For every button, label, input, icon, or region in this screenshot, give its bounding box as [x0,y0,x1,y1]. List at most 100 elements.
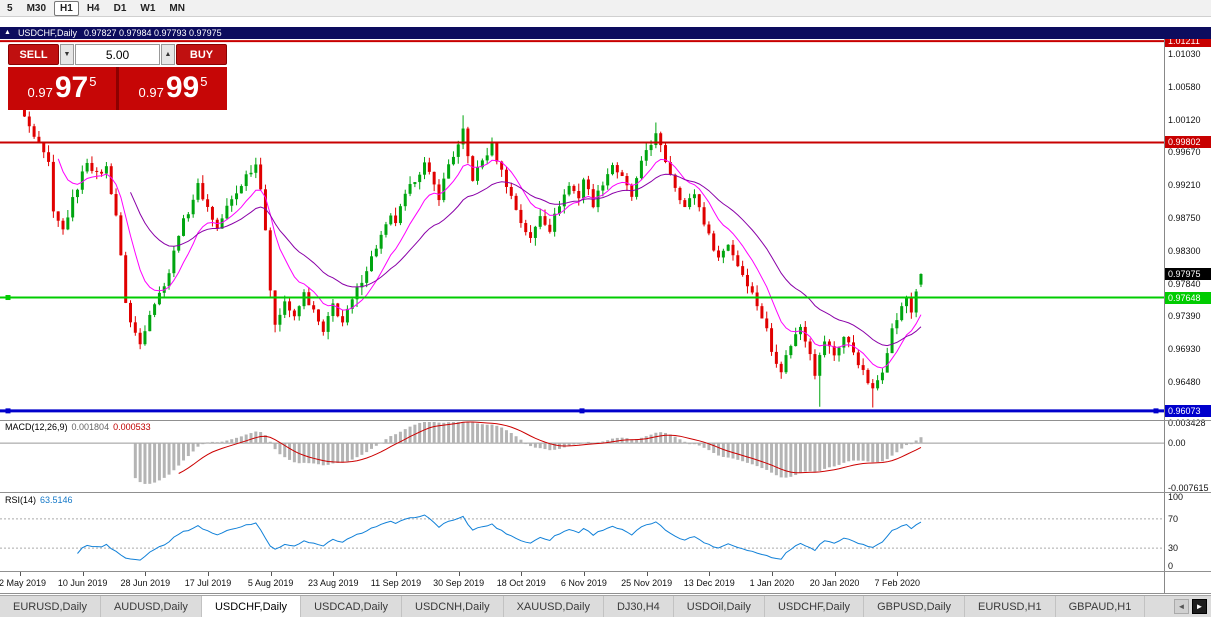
chevron-down-icon: ▼ [63,51,71,58]
price-axis-label: 1.00120 [1168,114,1201,125]
time-axis-separator [0,571,1211,572]
time-label: 6 Nov 2019 [560,578,607,588]
sell-price-display[interactable]: 0.97 97 5 [8,67,116,110]
tf-button-D1[interactable]: D1 [113,2,127,14]
volume-input[interactable]: 5.00 [75,44,160,65]
price-axis[interactable]: 1.01030 1.00580 1.00120 0.99670 0.99210 0.987… [1164,35,1211,593]
tf-button-MN[interactable]: MN [169,2,185,14]
rsi-pane-separator[interactable] [0,492,1211,493]
chart-tab-usdcad-daily[interactable]: USDCAD,Daily [301,596,403,617]
time-tick [395,572,397,576]
price-axis-label: 0.98300 [1168,245,1201,256]
tab-scroll-left-button[interactable]: ◄ [1174,599,1189,614]
time-label: 10 Jun 2019 [57,578,108,588]
price-axis-label: 0.99210 [1168,180,1201,191]
price-axis-label: 1.00580 [1168,81,1201,92]
macd-name: MACD(12,26,9) [5,422,68,432]
price-axis-label: 0.99670 [1168,146,1201,157]
time-tick [207,572,209,576]
time-label: 7 Feb 2020 [874,578,920,588]
chart-tab-audusd-daily[interactable]: AUDUSD,Daily [101,596,202,617]
time-tick [646,572,648,576]
buy-button[interactable]: BUY [176,44,227,65]
price-axis-label: 0.97840 [1168,278,1201,289]
buy-price-display[interactable]: 0.97 99 5 [119,67,227,110]
time-tick [333,572,335,576]
chart-tab-xauusd-daily[interactable]: XAUUSD,Daily [504,596,604,617]
price-axis-label: 1.01030 [1168,49,1201,60]
chart-symbol-period: USDCHF,Daily [17,28,77,38]
chevron-up-icon: ▲ [164,51,172,58]
chart-tab-eurusd-daily[interactable]: EURUSD,Daily [0,596,101,617]
price-axis-label: 0.98750 [1168,213,1201,224]
chart-window-bottom-border [0,593,1211,594]
tf-button-W1[interactable]: W1 [140,2,156,14]
chart-tab-eurusd-h1[interactable]: EURUSD,H1 [965,596,1056,617]
time-label: 22 May 2019 [0,578,47,588]
price-axis-label: 0.96930 [1168,344,1201,355]
hline-price-tag: 0.96073 [1165,404,1211,417]
rsi-name: RSI(14) [5,495,37,505]
time-label: 5 Aug 2019 [247,578,294,588]
macd-main-value: 0.001804 [71,422,110,432]
chart-tab-usdchf-daily[interactable]: USDCHF,Daily [201,596,302,617]
tf-button-M30[interactable]: M30 [26,2,47,14]
time-tick [771,572,773,576]
time-label: 25 Nov 2019 [621,578,673,588]
buy-price-point: 5 [200,74,208,89]
macd-axis-label: 0.003428 [1168,418,1206,428]
price-axis-label: 0.96480 [1168,376,1201,387]
tf-button-5[interactable]: 5 [7,2,13,14]
macd-signal-value: 0.000533 [113,422,151,432]
time-label: 18 Oct 2019 [496,578,546,588]
macd-axis-label: -0.007615 [1168,483,1209,493]
time-label: 20 Jan 2020 [809,578,860,588]
hline-price-tag: 0.97648 [1165,291,1211,304]
chart-window-titlebar[interactable]: ▲ USDCHF,Daily 0.97827 0.97984 0.97793 0… [0,27,1211,39]
current-price-tag: 0.97975 [1165,267,1211,280]
time-tick [897,572,899,576]
time-axis[interactable]: 22 May 2019 10 Jun 2019 28 Jun 2019 17 Jul … [0,572,1164,593]
rsi-axis-label: 100 [1168,492,1184,502]
macd-pane-separator[interactable] [0,420,1211,421]
time-tick [834,572,836,576]
time-tick [270,572,272,576]
sell-price-pips: 97 [54,71,89,104]
chart-tab-gbpaud-h1[interactable]: GBPAUD,H1 [1056,596,1146,617]
chart-tab-usdchf-daily[interactable]: USDCHF,Daily [765,596,865,617]
volume-down-button[interactable]: ▼ [60,44,74,65]
chart-canvas[interactable] [0,39,1164,571]
chart-icon: ▲ [4,29,11,36]
timeframe-toolbar: 5 M30 H1 H4 D1 W1 MN [0,0,1211,17]
chart-ohlc-values: 0.97827 0.97984 0.97793 0.97975 [83,28,222,38]
chart-tab-gbpusd-daily[interactable]: GBPUSD,Daily [864,596,966,617]
tab-scroll-right-button[interactable]: ► [1192,599,1207,614]
one-click-trading-panel: SELL ▼ 5.00 ▲ BUY 0.97 97 5 0.97 99 5 [8,44,227,110]
tf-button-H4[interactable]: H4 [86,2,100,14]
chart-tab-usdoil-daily[interactable]: USDOil,Daily [674,596,765,617]
rsi-axis-label: 70 [1168,513,1179,524]
sell-price-point: 5 [89,74,97,89]
chart-tab-usdcnh-daily[interactable]: USDCNH,Daily [402,596,504,617]
sell-button[interactable]: SELL [8,44,59,65]
time-tick [583,572,585,576]
time-label: 1 Jan 2020 [749,578,795,588]
time-label: 17 Jul 2019 [184,578,232,588]
time-label: 30 Sep 2019 [433,578,485,588]
time-label: 28 Jun 2019 [120,578,171,588]
time-tick [20,572,21,576]
time-label: 23 Aug 2019 [308,578,359,588]
macd-axis-label: 0.00 [1168,438,1186,449]
chart-tab-dj30-h4[interactable]: DJ30,H4 [604,596,674,617]
rsi-axis-label: 30 [1168,543,1179,554]
time-tick [458,572,460,576]
time-tick [521,572,523,576]
time-tick [82,572,84,576]
volume-up-button[interactable]: ▲ [161,44,175,65]
macd-indicator-label: MACD(12,26,9) 0.001804 0.000533 [5,422,151,432]
tab-scroll-controls: ◄ ► [1174,596,1211,617]
time-label: 11 Sep 2019 [370,578,422,588]
tf-button-H1[interactable]: H1 [54,0,79,16]
rsi-axis-label: 0 [1168,561,1174,571]
